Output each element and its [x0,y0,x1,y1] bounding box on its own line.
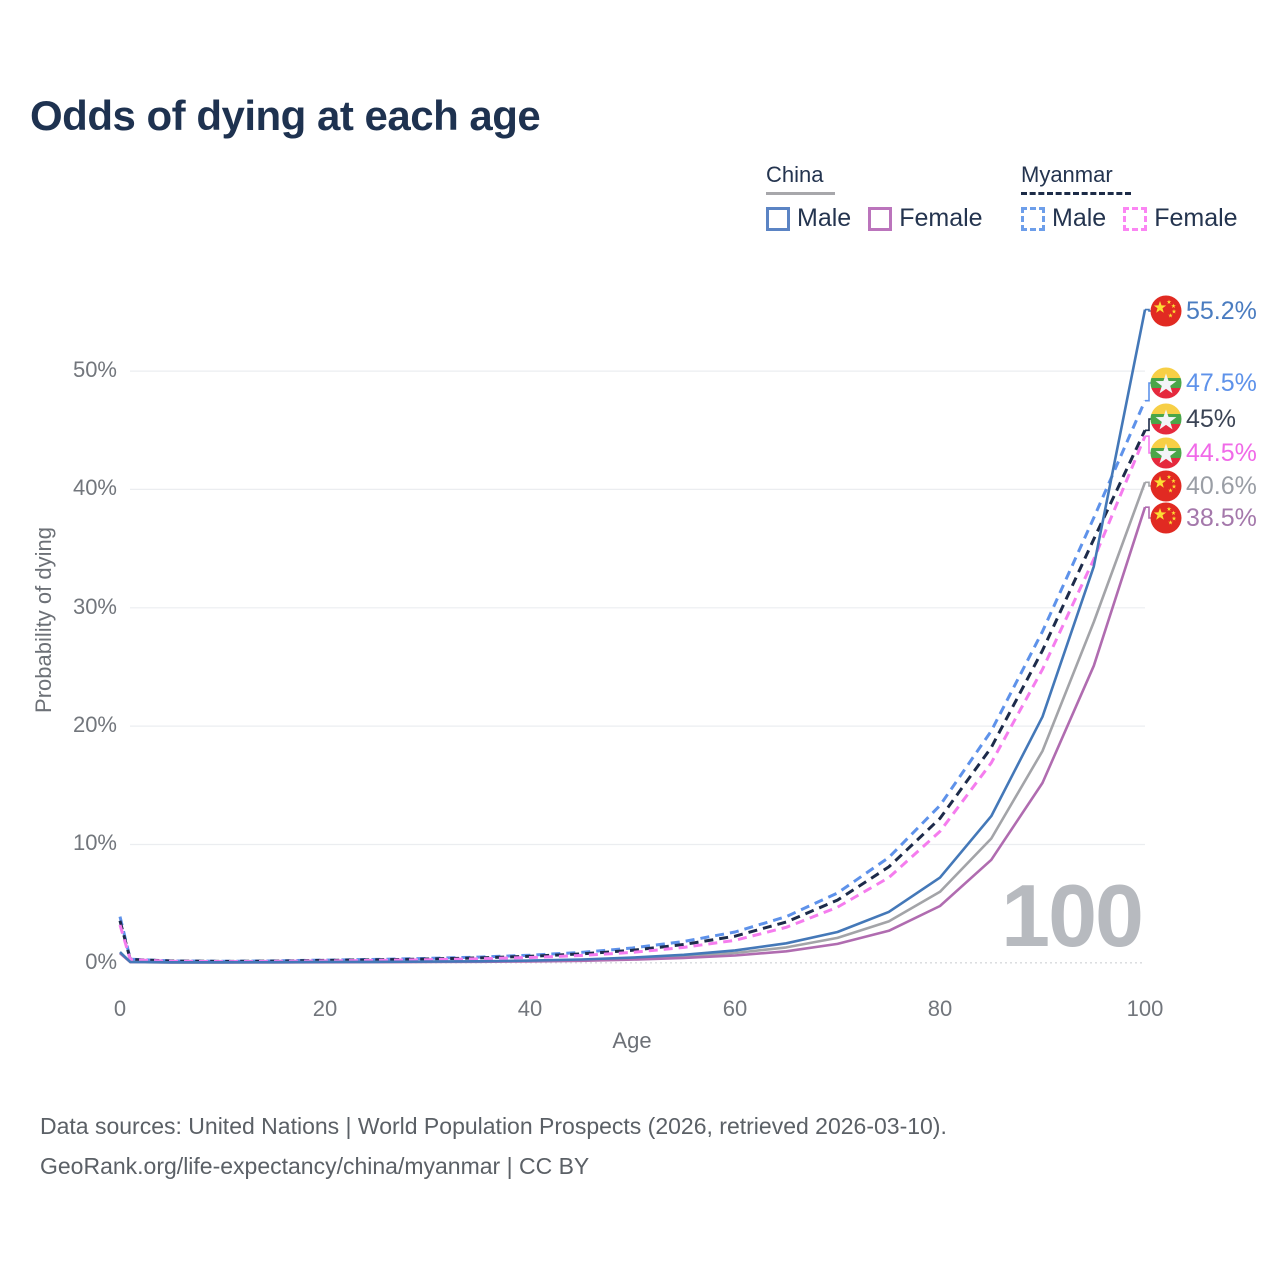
legend-swatch-china-male [766,206,790,231]
end-label-value: 44.5% [1186,439,1257,467]
legend-line-sample-solid [766,192,835,195]
series-line-myanmar-female[interactable] [118,435,1147,964]
page-title: Odds of dying at each age [30,92,541,139]
y-axis-title: Probability of dying [31,527,56,713]
end-label-value: 40.6% [1186,472,1257,500]
series-line-myanmar-both[interactable] [118,429,1147,963]
legend-group-title: Myanmar [1021,162,1113,187]
y-tick-label: 10% [72,830,117,856]
age-watermark: 100 [1001,866,1144,965]
legend-group-title: China [766,162,824,187]
series-line-china-male[interactable] [119,309,1147,964]
x-tick-label: 40 [517,996,543,1021]
flag-icon-myanmar [1150,403,1182,435]
legend-item-myanmar-male[interactable]: Male [1021,204,1106,233]
end-label-value: 45% [1186,405,1237,433]
legend-label: Male [1052,204,1107,232]
end-label-value: 55.2% [1186,297,1257,325]
series-line-myanmar-male[interactable] [118,400,1147,963]
x-tick-label: 0 [113,996,127,1021]
legend-swatch-myanmar-male [1021,206,1045,231]
series-line-china-female[interactable] [119,506,1147,964]
series-line-china-both[interactable] [119,481,1147,964]
x-tick-label: 80 [927,996,953,1021]
end-label-value: 38.5% [1186,504,1257,532]
y-tick-label: 0% [85,948,117,974]
legend-swatch-myanmar-female [1123,206,1148,231]
flag-icon-china [1150,470,1182,502]
y-tick-label: 40% [72,475,117,501]
legend-label: Female [899,204,983,232]
flag-icon-china [1150,502,1182,534]
x-tick-label: 60 [722,996,748,1021]
legend-label: Male [797,204,852,232]
y-tick-label: 30% [72,593,117,619]
x-tick-label: 20 [312,996,338,1021]
legend-swatch-china-female [868,206,893,231]
legend-group-myanmar: Myanmar Male Female [1021,162,1255,233]
x-tick-label: 100 [1126,996,1164,1021]
flag-icon-china [1150,295,1182,327]
footer-line-sources: Data sources: United Nations | World Pop… [40,1113,947,1139]
end-label-value: 47.5% [1186,369,1257,397]
y-tick-label: 50% [72,357,117,383]
x-axis-title: Age [612,1028,652,1053]
footer-line-attribution: GeoRank.org/life-expectancy/china/myanma… [40,1153,590,1179]
y-tick-label: 20% [72,712,117,738]
legend-line-sample-dashed [1021,192,1131,195]
legend-item-myanmar-female[interactable]: Female [1123,204,1238,233]
flag-icon-myanmar [1150,367,1182,399]
flag-icon-myanmar [1150,437,1182,469]
legend-item-china-male[interactable]: Male [766,204,851,233]
footer: Data sources: United Nations | World Pop… [40,1106,947,1186]
legend-group-china: China Male Female [766,162,1000,233]
legend-item-china-female[interactable]: Female [868,204,983,233]
legend-label: Female [1154,204,1238,232]
